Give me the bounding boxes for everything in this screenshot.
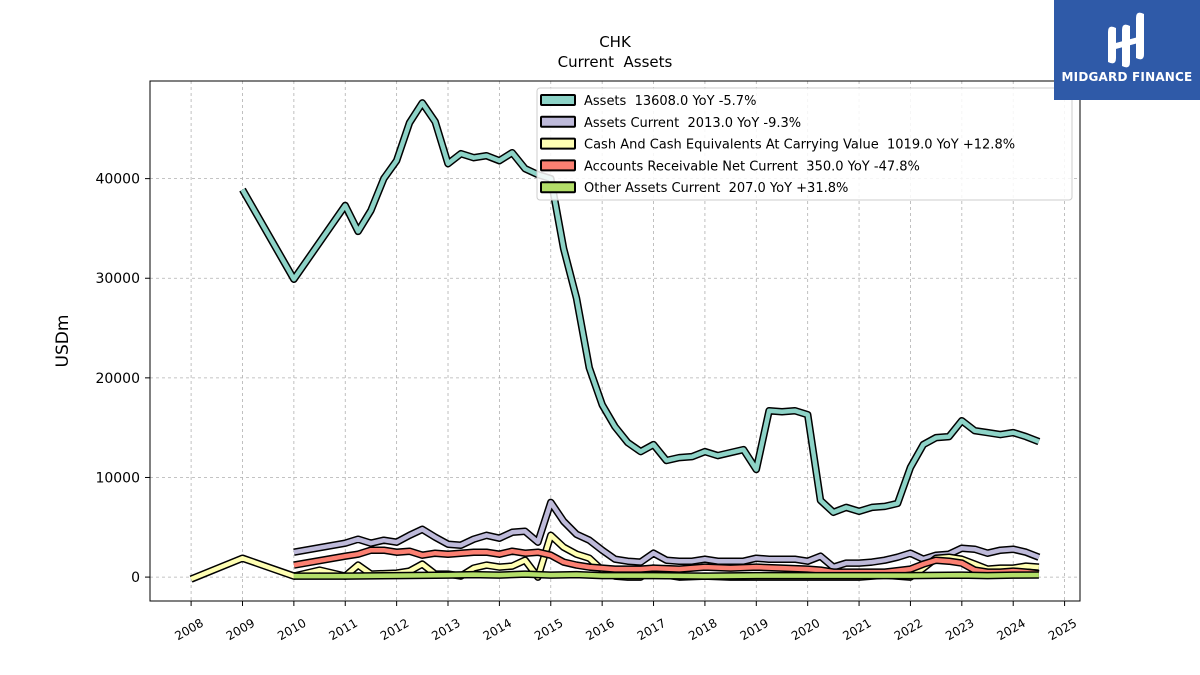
x-tick-label: 2013 xyxy=(429,616,462,643)
x-tick-label: 2025 xyxy=(1046,616,1079,643)
y-tick-label: 30000 xyxy=(95,271,140,287)
x-tick-label: 2009 xyxy=(224,616,257,643)
series-stroke xyxy=(293,500,1040,570)
midgard-logo-icon xyxy=(1108,12,1144,68)
legend-label: Assets Current 2013.0 YoY -9.3% xyxy=(584,116,801,131)
series-line-0 xyxy=(239,99,1041,517)
x-tick-label: 2015 xyxy=(532,616,565,643)
legend-entry: Other Assets Current 207.0 YoY +31.8% xyxy=(540,181,848,196)
series-stroke xyxy=(293,547,1040,576)
legend-swatch xyxy=(540,94,576,106)
series-line-3 xyxy=(293,546,1040,578)
x-tick-label: 2012 xyxy=(378,616,411,643)
legend: Assets 13608.0 YoY -5.7% Assets Current 2… xyxy=(536,87,1073,201)
series-line-4 xyxy=(293,570,1039,580)
legend-label: Assets 13608.0 YoY -5.7% xyxy=(584,94,756,109)
series-line-1 xyxy=(293,498,1041,571)
brand-name: MIDGARD FINANCE xyxy=(1061,70,1193,84)
x-tick-label: 2010 xyxy=(275,616,308,643)
legend-entry: Accounts Receivable Net Current 350.0 Yo… xyxy=(540,159,920,174)
series-stroke xyxy=(240,100,1040,515)
chart-title: CHK xyxy=(599,33,632,51)
y-tick-label: 20000 xyxy=(95,371,140,387)
legend-swatch xyxy=(540,181,576,194)
legend-label: Accounts Receivable Net Current 350.0 Yo… xyxy=(584,159,920,174)
x-tick-label: 2019 xyxy=(738,616,771,643)
x-tick-label: 2011 xyxy=(327,616,360,643)
x-tick-label: 2024 xyxy=(994,616,1027,643)
x-tick-label: 2021 xyxy=(840,616,873,643)
legend-box xyxy=(536,87,1073,201)
legend-label: Other Assets Current 207.0 YoY +31.8% xyxy=(584,181,848,196)
brand-logo: MIDGARD FINANCE xyxy=(1054,0,1200,100)
x-tick-label: 2016 xyxy=(583,616,616,643)
x-tick-label: 2017 xyxy=(635,616,668,643)
x-tick-label: 2023 xyxy=(943,616,976,643)
series-stroke xyxy=(293,571,1039,579)
x-tick-label: 2022 xyxy=(892,616,925,643)
legend-swatch xyxy=(540,137,576,150)
legend-swatch xyxy=(540,159,576,172)
x-tick-label: 2018 xyxy=(686,616,719,643)
legend-swatch xyxy=(540,115,576,128)
y-tick-label: 10000 xyxy=(95,470,140,486)
x-tick-label: 2008 xyxy=(172,616,205,643)
legend-label: Cash And Cash Equivalents At Carrying Va… xyxy=(584,138,1015,153)
plot-frame xyxy=(149,80,1081,602)
x-tick-label: 2014 xyxy=(481,616,514,643)
y-tick-label: 0 xyxy=(131,570,140,586)
legend-entry: Assets 13608.0 YoY -5.7% xyxy=(540,94,756,109)
chart-subtitle: Current Assets xyxy=(558,53,673,71)
y-tick-label: 40000 xyxy=(95,172,140,188)
x-tick-label: 2020 xyxy=(789,616,822,643)
legend-entry: Assets Current 2013.0 YoY -9.3% xyxy=(540,115,801,131)
legend-entry: Cash And Cash Equivalents At Carrying Va… xyxy=(540,137,1015,153)
y-axis-label: USDm xyxy=(53,315,73,368)
series-layer xyxy=(189,99,1041,583)
